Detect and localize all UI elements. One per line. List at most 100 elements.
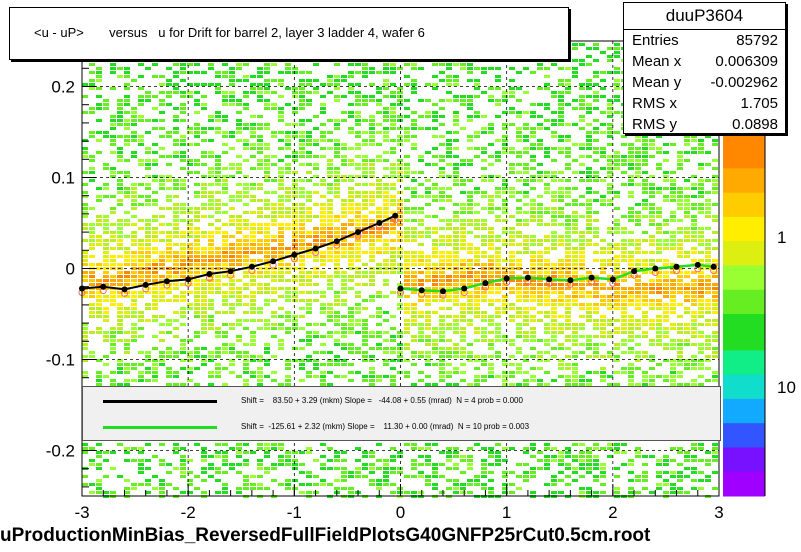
heatmap-cell xyxy=(152,375,158,378)
heatmap-cell xyxy=(152,63,158,66)
heatmap-cell xyxy=(642,463,648,466)
heatmap-cell xyxy=(607,71,613,74)
heatmap-cell xyxy=(117,475,123,478)
heatmap-cell xyxy=(250,123,256,126)
heatmap-cell xyxy=(159,315,165,318)
heatmap-cell xyxy=(334,359,340,362)
heatmap-cell xyxy=(236,163,242,166)
heatmap-cell xyxy=(257,207,263,210)
heatmap-cell xyxy=(439,323,445,326)
heatmap-cell xyxy=(264,91,270,94)
heatmap-cell xyxy=(187,291,193,294)
heatmap-cell xyxy=(558,455,564,458)
heatmap-cell xyxy=(579,467,585,470)
heatmap-cell xyxy=(152,335,158,338)
heatmap-cell xyxy=(586,291,592,294)
heatmap-cell xyxy=(432,267,438,270)
heatmap-cell xyxy=(173,211,179,214)
heatmap-cell xyxy=(96,67,102,70)
heatmap-cell xyxy=(299,267,305,270)
heatmap-cell xyxy=(250,239,256,242)
heatmap-cell xyxy=(649,307,655,310)
heatmap-cell xyxy=(537,251,543,254)
heatmap-cell xyxy=(152,159,158,162)
heatmap-cell xyxy=(152,271,158,274)
heatmap-cell xyxy=(215,347,221,350)
heatmap-cell xyxy=(481,151,487,154)
heatmap-cell xyxy=(327,223,333,226)
heatmap-cell xyxy=(558,243,564,246)
heatmap-cell xyxy=(481,227,487,230)
heatmap-cell xyxy=(593,443,599,446)
heatmap-cell xyxy=(614,283,620,286)
heatmap-cell xyxy=(334,123,340,126)
heatmap-cell xyxy=(110,223,116,226)
heatmap-cell xyxy=(89,155,95,158)
heatmap-cell xyxy=(635,491,641,494)
heatmap-cell xyxy=(376,111,382,114)
heatmap-cell xyxy=(285,171,291,174)
heatmap-cell xyxy=(299,299,305,302)
heatmap-cell xyxy=(551,275,557,278)
heatmap-cell xyxy=(236,463,242,466)
heatmap-cell xyxy=(243,371,249,374)
heatmap-cell xyxy=(243,175,249,178)
heatmap-cell xyxy=(320,211,326,214)
heatmap-cell xyxy=(495,251,501,254)
heatmap-cell xyxy=(376,159,382,162)
heatmap-cell xyxy=(355,331,361,334)
heatmap-cell xyxy=(425,227,431,230)
heatmap-cell xyxy=(418,127,424,130)
heatmap-cell xyxy=(397,263,403,266)
heatmap-cell xyxy=(124,331,130,334)
heatmap-cell xyxy=(677,351,683,354)
heatmap-cell xyxy=(460,59,466,62)
heatmap-cell xyxy=(418,355,424,358)
heatmap-cell xyxy=(628,459,634,462)
heatmap-cell xyxy=(446,455,452,458)
heatmap-cell xyxy=(215,159,221,162)
heatmap-cell xyxy=(614,451,620,454)
heatmap-cell xyxy=(663,243,669,246)
heatmap-cell xyxy=(124,111,130,114)
heatmap-cell xyxy=(586,215,592,218)
heatmap-cell xyxy=(194,255,200,258)
heatmap-cell xyxy=(516,211,522,214)
heatmap-cell xyxy=(495,155,501,158)
heatmap-cell xyxy=(180,311,186,314)
heatmap-cell xyxy=(250,271,256,274)
heatmap-cell xyxy=(495,103,501,106)
heatmap-cell xyxy=(656,327,662,330)
heatmap-cell xyxy=(705,319,711,322)
heatmap-cell xyxy=(313,459,319,462)
heatmap-cell xyxy=(117,319,123,322)
heatmap-cell xyxy=(138,315,144,318)
heatmap-cell xyxy=(446,291,452,294)
heatmap-cell xyxy=(369,83,375,86)
heatmap-cell xyxy=(579,43,585,46)
heatmap-cell xyxy=(278,459,284,462)
heatmap-cell xyxy=(243,295,249,298)
heatmap-cell xyxy=(173,207,179,210)
heatmap-cell xyxy=(558,459,564,462)
heatmap-cell xyxy=(418,311,424,314)
heatmap-cell xyxy=(404,155,410,158)
heatmap-cell xyxy=(670,491,676,494)
heatmap-cell xyxy=(236,219,242,222)
heatmap-cell xyxy=(236,491,242,494)
heatmap-cell xyxy=(278,255,284,258)
heatmap-cell xyxy=(432,87,438,90)
heatmap-cell xyxy=(453,295,459,298)
heatmap-cell xyxy=(243,327,249,330)
heatmap-cell xyxy=(348,219,354,222)
heatmap-cell xyxy=(614,371,620,374)
heatmap-cell xyxy=(194,103,200,106)
heatmap-cell xyxy=(376,343,382,346)
heatmap-cell xyxy=(271,191,277,194)
heatmap-cell xyxy=(446,239,452,242)
heatmap-cell xyxy=(327,59,333,62)
heatmap-cell xyxy=(327,307,333,310)
heatmap-cell xyxy=(82,215,88,218)
heatmap-cell xyxy=(544,175,550,178)
heatmap-cell xyxy=(243,147,249,150)
